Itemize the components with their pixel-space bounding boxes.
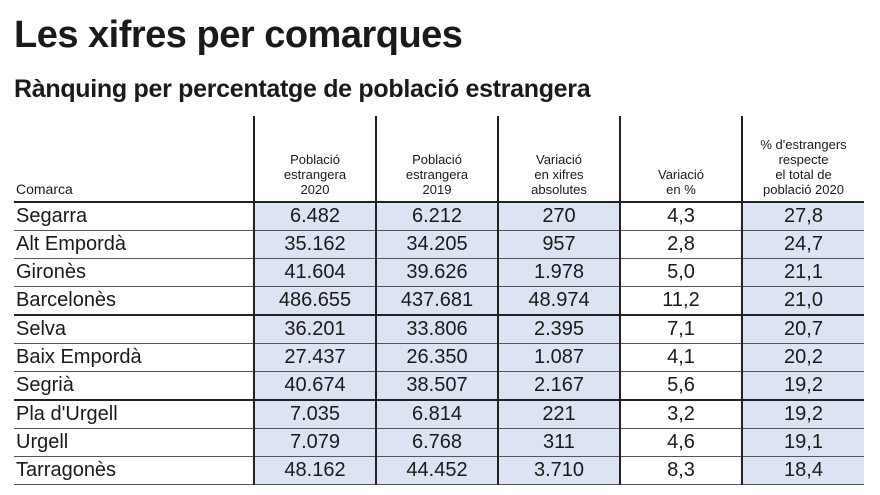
page-title: Les xifres per comarques <box>14 14 463 56</box>
cell-poblacio-2019: 38.507 <box>375 371 498 401</box>
column-header-variacio-absoluta: Variació en xifres absolutes <box>497 116 620 203</box>
cell-variacio-absoluta: 2.167 <box>497 371 620 401</box>
cell-comarca: Baix Empordà <box>14 343 254 372</box>
cell-variacio-percent: 3,2 <box>619 400 742 429</box>
cell-poblacio-2020: 7.035 <box>253 400 376 429</box>
cell-variacio-absoluta: 3.710 <box>497 456 620 485</box>
cell-comarca: Segarra <box>14 202 254 231</box>
cell-comarca: Segrià <box>14 371 254 401</box>
cell-percent-estrangers: 27,8 <box>741 202 864 231</box>
cell-poblacio-2020: 7.079 <box>253 428 376 457</box>
cell-percent-estrangers: 19,1 <box>741 428 864 457</box>
cell-poblacio-2019: 39.626 <box>375 258 498 287</box>
cell-variacio-percent: 5,6 <box>619 371 742 401</box>
cell-variacio-percent: 5,0 <box>619 258 742 287</box>
table-row: Tarragonès 48.162 44.452 3.710 8,3 18,4 <box>14 456 864 485</box>
cell-poblacio-2019: 6.768 <box>375 428 498 457</box>
cell-variacio-absoluta: 1.087 <box>497 343 620 372</box>
cell-variacio-absoluta: 48.974 <box>497 286 620 316</box>
table-row: Segarra 6.482 6.212 270 4,3 27,8 <box>14 202 864 231</box>
cell-poblacio-2020: 27.437 <box>253 343 376 372</box>
cell-percent-estrangers: 21,0 <box>741 286 864 316</box>
cell-poblacio-2019: 6.212 <box>375 202 498 231</box>
cell-variacio-absoluta: 1.978 <box>497 258 620 287</box>
header-row: Comarca Població estrangera 2020 Poblaci… <box>14 116 864 203</box>
cell-percent-estrangers: 18,4 <box>741 456 864 485</box>
cell-poblacio-2019: 33.806 <box>375 315 498 344</box>
cell-variacio-absoluta: 270 <box>497 202 620 231</box>
cell-poblacio-2020: 40.674 <box>253 371 376 401</box>
cell-variacio-absoluta: 2.395 <box>497 315 620 344</box>
cell-variacio-absoluta: 221 <box>497 400 620 429</box>
cell-comarca: Selva <box>14 315 254 344</box>
column-header-poblacio-2019: Població estrangera 2019 <box>375 116 498 203</box>
cell-poblacio-2019: 437.681 <box>375 286 498 316</box>
cell-variacio-absoluta: 957 <box>497 230 620 259</box>
cell-percent-estrangers: 20,2 <box>741 343 864 372</box>
cell-poblacio-2019: 44.452 <box>375 456 498 485</box>
table-row: Segrià 40.674 38.507 2.167 5,6 19,2 <box>14 371 864 401</box>
cell-comarca: Tarragonès <box>14 456 254 485</box>
cell-percent-estrangers: 19,2 <box>741 400 864 429</box>
cell-poblacio-2020: 6.482 <box>253 202 376 231</box>
cell-percent-estrangers: 19,2 <box>741 371 864 401</box>
cell-comarca: Urgell <box>14 428 254 457</box>
cell-variacio-percent: 2,8 <box>619 230 742 259</box>
cell-comarca: Pla d'Urgell <box>14 400 254 429</box>
cell-poblacio-2019: 34.205 <box>375 230 498 259</box>
cell-poblacio-2020: 41.604 <box>253 258 376 287</box>
cell-variacio-absoluta: 311 <box>497 428 620 457</box>
cell-variacio-percent: 11,2 <box>619 286 742 316</box>
table-row: Alt Empordà 35.162 34.205 957 2,8 24,7 <box>14 230 864 259</box>
table-row: Baix Empordà 27.437 26.350 1.087 4,1 20,2 <box>14 343 864 372</box>
cell-poblacio-2019: 26.350 <box>375 343 498 372</box>
data-table: Comarca Població estrangera 2020 Poblaci… <box>14 116 864 485</box>
table-row: Gironès 41.604 39.626 1.978 5,0 21,1 <box>14 258 864 287</box>
cell-poblacio-2020: 48.162 <box>253 456 376 485</box>
column-header-poblacio-2020: Població estrangera 2020 <box>253 116 376 203</box>
table-row: Urgell 7.079 6.768 311 4,6 19,1 <box>14 428 864 457</box>
cell-percent-estrangers: 20,7 <box>741 315 864 344</box>
cell-percent-estrangers: 24,7 <box>741 230 864 259</box>
column-header-percent-estrangers: % d'estrangers respecte el total de pobl… <box>741 116 864 203</box>
cell-percent-estrangers: 21,1 <box>741 258 864 287</box>
cell-poblacio-2020: 36.201 <box>253 315 376 344</box>
cell-comarca: Barcelonès <box>14 286 254 316</box>
page-subtitle: Rànquing per percentatge de població est… <box>14 75 591 103</box>
cell-comarca: Gironès <box>14 258 254 287</box>
table-row: Selva 36.201 33.806 2.395 7,1 20,7 <box>14 315 864 344</box>
cell-poblacio-2019: 6.814 <box>375 400 498 429</box>
cell-variacio-percent: 8,3 <box>619 456 742 485</box>
cell-poblacio-2020: 486.655 <box>253 286 376 316</box>
cell-variacio-percent: 7,1 <box>619 315 742 344</box>
column-header-variacio-percent: Variació en % <box>619 116 742 203</box>
cell-variacio-percent: 4,6 <box>619 428 742 457</box>
table-row: Barcelonès 486.655 437.681 48.974 11,2 21,0 <box>14 286 864 316</box>
table-row: Pla d'Urgell 7.035 6.814 221 3,2 19,2 <box>14 400 864 429</box>
cell-variacio-percent: 4,1 <box>619 343 742 372</box>
cell-poblacio-2020: 35.162 <box>253 230 376 259</box>
cell-variacio-percent: 4,3 <box>619 202 742 231</box>
cell-comarca: Alt Empordà <box>14 230 254 259</box>
column-header-comarca: Comarca <box>14 116 254 203</box>
